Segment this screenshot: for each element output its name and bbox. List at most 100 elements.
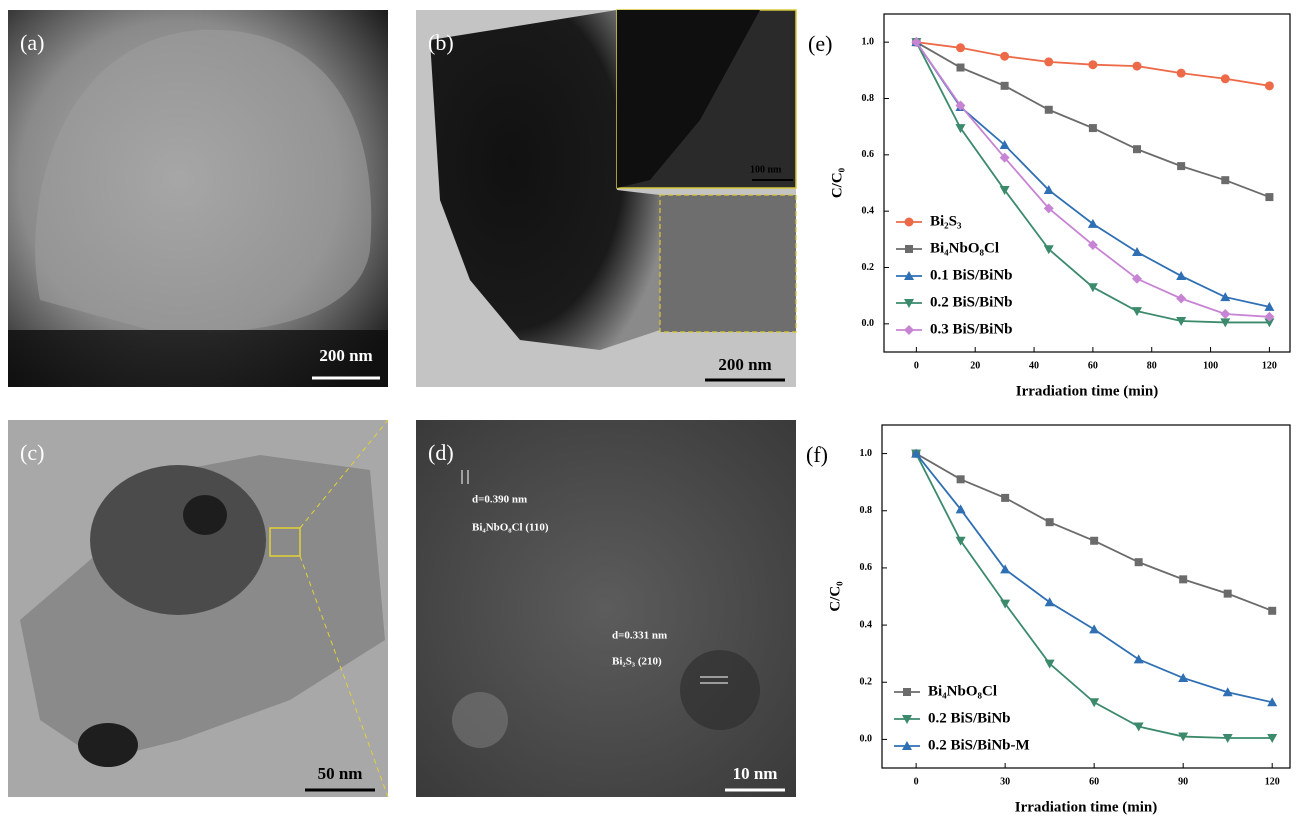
legend-marker (904, 325, 914, 335)
marker (1088, 60, 1098, 70)
lattice-region (452, 692, 508, 748)
panel-label: (f) (806, 442, 828, 467)
legend-marker (902, 741, 912, 750)
marker (1179, 575, 1188, 584)
y-tick-label: 0.0 (862, 318, 875, 329)
x-tick-label: 20 (970, 360, 980, 371)
marker (1264, 301, 1275, 311)
y-tick-label: 0.4 (862, 205, 875, 216)
legend-label: 0.2 BiS/BiNb (930, 294, 1013, 310)
y-tick-label: 1.0 (862, 36, 875, 47)
annotation: Bi₄NbO₈Cl (110) (472, 522, 549, 534)
marker (1044, 105, 1053, 114)
marker (1088, 124, 1097, 133)
x-tick-label: 0 (914, 360, 919, 371)
marker (1265, 193, 1274, 202)
marker (1044, 57, 1054, 67)
marker (1178, 672, 1189, 682)
marker (956, 475, 965, 484)
marker (1089, 624, 1100, 634)
plot-frame (881, 424, 1291, 769)
marker (1044, 597, 1055, 607)
marker (1178, 732, 1189, 742)
marker (1267, 733, 1278, 743)
zoom-line (299, 555, 389, 798)
marker (1264, 311, 1275, 322)
marker (955, 43, 965, 53)
marker (1043, 185, 1054, 195)
scale-bar-label: 50 nm (318, 764, 363, 783)
marker (1222, 733, 1233, 743)
marker (1000, 564, 1011, 574)
marker (1176, 293, 1187, 304)
annotation: Bi₂S₃ (210) (612, 656, 662, 668)
y-tick-label: 0.6 (860, 562, 873, 573)
selection-box (269, 527, 301, 557)
marker (1000, 81, 1009, 90)
marker (1176, 68, 1186, 78)
legend-label: Bi₄NbO₈Cl (928, 683, 997, 699)
x-tick-label: 30 (1000, 776, 1010, 787)
series-line (915, 453, 1273, 704)
marker (955, 124, 966, 134)
marker (1043, 245, 1054, 255)
marker (1220, 308, 1231, 319)
legend-marker (905, 245, 913, 253)
plot-frame (883, 13, 1291, 353)
y-tick-label: 0.8 (862, 93, 875, 104)
panel-label: (d) (428, 440, 454, 465)
marker (1132, 61, 1142, 71)
scale-bar-label: 200 nm (319, 346, 372, 365)
y-tick-label: 0.2 (860, 677, 873, 688)
particle (90, 465, 266, 615)
marker (1044, 659, 1055, 669)
y-tick-label: 0.0 (860, 734, 873, 745)
marker (1132, 273, 1143, 284)
marker (1087, 283, 1098, 293)
annotation: d=0.331 nm (612, 630, 667, 642)
x-tick-label: 60 (1088, 360, 1098, 371)
y-tick-label: 0.2 (862, 262, 875, 273)
marker (1001, 493, 1010, 502)
x-tick-label: 100 (1203, 360, 1218, 371)
panel-label: (a) (20, 30, 44, 55)
y-tick-label: 1.0 (860, 448, 873, 459)
lattice-region (680, 650, 760, 730)
flake-shape (35, 29, 372, 333)
legend-marker (904, 271, 914, 280)
marker (1132, 247, 1143, 257)
marker (1268, 606, 1277, 615)
marker (1176, 317, 1187, 327)
panel-label: (b) (428, 30, 454, 55)
legend-label: 0.2 BiS/BiNb-M (928, 737, 1030, 753)
marker (1087, 239, 1098, 250)
marker (1134, 558, 1143, 567)
x-tick-label: 40 (1029, 360, 1039, 371)
y-tick-label: 0.8 (860, 505, 873, 516)
y-axis-label: C/C₀ (827, 581, 843, 612)
marker (1220, 318, 1231, 328)
marker (1223, 589, 1232, 598)
legend-marker (903, 688, 911, 696)
inset-scale-bar-label: 100 nm (750, 164, 782, 175)
x-tick-label: 120 (1262, 360, 1277, 371)
legend-label: Bi₄NbO₈Cl (930, 240, 999, 256)
scale-bar-label: 200 nm (718, 355, 771, 374)
x-tick-label: 120 (1265, 776, 1280, 787)
x-tick-label: 60 (1089, 776, 1099, 787)
marker (1177, 162, 1186, 171)
marker (956, 63, 965, 72)
particle (183, 495, 227, 535)
marker (955, 536, 966, 546)
panel-label: (c) (20, 440, 44, 465)
marker (911, 448, 922, 458)
marker (1264, 81, 1274, 91)
x-axis-label: Irradiation time (min) (1015, 799, 1157, 815)
marker (955, 504, 966, 514)
series-line (915, 452, 1273, 612)
marker (1222, 687, 1233, 697)
legend-label: 0.1 BiS/BiNb (930, 267, 1013, 283)
marker (1220, 292, 1231, 302)
